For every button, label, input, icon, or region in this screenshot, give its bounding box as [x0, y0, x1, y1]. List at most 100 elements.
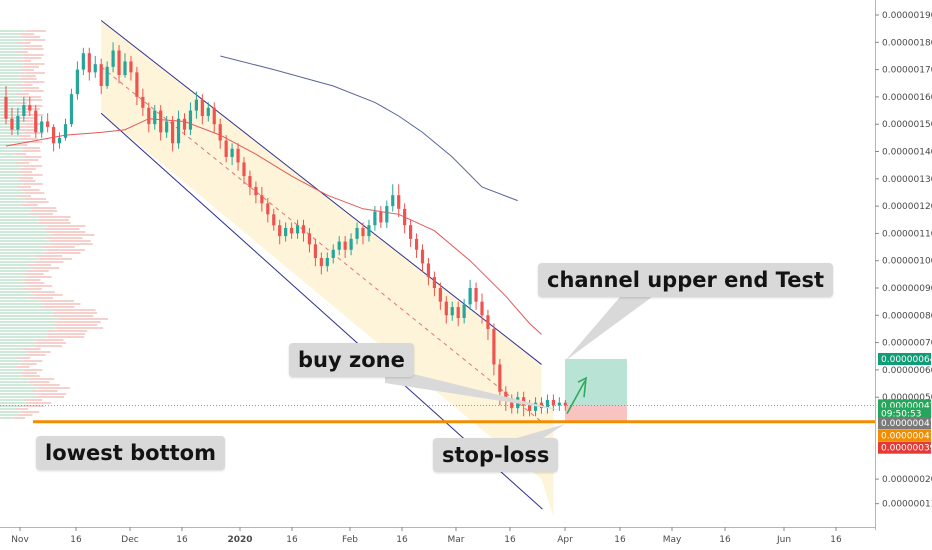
- volume-bar: [36, 393, 67, 395]
- volume-bar: [23, 45, 43, 47]
- volume-bar: [0, 270, 27, 272]
- volume-bar: [38, 222, 71, 224]
- volume-bar: [0, 93, 16, 95]
- price-tick-label: 0.00000160: [882, 93, 932, 103]
- candle-body: [492, 328, 496, 365]
- candle-body: [224, 140, 228, 157]
- candle-body: [81, 53, 85, 70]
- price-tick-label: 0.00000130: [882, 175, 932, 185]
- candle: [165, 116, 169, 138]
- volume-bar: [34, 339, 64, 341]
- candle: [545, 394, 550, 414]
- volume-bar: [0, 60, 17, 62]
- volume-bar: [28, 276, 52, 278]
- volume-bar: [16, 93, 30, 95]
- volume-bar: [0, 162, 16, 164]
- candle: [123, 53, 127, 78]
- volume-bar: [0, 405, 25, 407]
- candle-body: [248, 176, 252, 187]
- candle: [403, 203, 407, 234]
- volume-bar: [14, 153, 26, 155]
- volume-bar: [21, 66, 39, 68]
- candle: [307, 227, 312, 253]
- candle-body: [93, 64, 97, 73]
- volume-bar: [22, 147, 40, 149]
- time-tick-label: 16: [70, 535, 82, 545]
- moving-average-line: [220, 55, 518, 202]
- candle: [313, 238, 317, 267]
- candle-body: [111, 50, 115, 67]
- stop-loss-label: stop-loss: [433, 438, 559, 472]
- volume-bar: [0, 396, 36, 398]
- candle: [206, 102, 210, 122]
- price-badge: 0.00000041: [878, 429, 932, 442]
- candle-body: [426, 263, 431, 278]
- candle-body: [533, 402, 538, 411]
- volume-bar: [0, 294, 35, 296]
- candle-body: [355, 227, 359, 239]
- candle: [379, 206, 383, 228]
- candle: [474, 282, 478, 310]
- volume-bar: [51, 234, 95, 236]
- candle-body: [409, 225, 413, 239]
- candle-body: [272, 214, 276, 226]
- volume-bar: [23, 99, 42, 101]
- position-zones[interactable]: [565, 358, 627, 422]
- volume-bar: [0, 327, 57, 329]
- volume-bar: [35, 396, 64, 398]
- candle: [10, 107, 14, 136]
- candle: [420, 244, 425, 272]
- candle-body: [22, 105, 26, 117]
- volume-bar: [0, 51, 16, 53]
- volume-bar: [0, 351, 28, 353]
- volume-bar: [0, 222, 39, 224]
- volume-bar: [24, 72, 45, 74]
- volume-bar: [0, 105, 24, 107]
- candle: [551, 394, 555, 411]
- volume-bar: [46, 333, 86, 335]
- volume-bar: [0, 360, 24, 362]
- candle: [492, 323, 496, 376]
- volume-bar: [17, 84, 33, 86]
- price-badge: 0.00000047: [878, 417, 932, 430]
- candle: [557, 397, 561, 411]
- volume-bar: [59, 318, 108, 320]
- volume-bar: [0, 387, 39, 389]
- ema-line: [5, 118, 542, 335]
- candle-body: [218, 124, 222, 141]
- candle-body: [135, 72, 139, 97]
- volume-bar: [0, 183, 24, 185]
- candle-body: [194, 99, 198, 111]
- candle-body: [498, 364, 502, 392]
- volume-bar: [20, 372, 37, 374]
- candle-body: [236, 148, 240, 163]
- candle-body: [129, 61, 133, 73]
- price-axis[interactable]: 0.00000190 0.00000180 0.00000170 0.00000160…: [875, 0, 932, 550]
- volume-bar: [0, 171, 18, 173]
- time-axis[interactable]: Nov 16 Dec 16 2020 16 Feb 16 Mar 16 Apr 16 May 16 Jun 1…: [0, 527, 875, 550]
- candle-body: [212, 107, 216, 125]
- candle: [218, 118, 222, 149]
- candle: [141, 88, 145, 117]
- volume-bar: [0, 69, 19, 71]
- price-badge-label: 0.00000039: [881, 444, 932, 454]
- volume-bar: [0, 297, 30, 299]
- time-tick-label: 16: [396, 535, 408, 545]
- candle-body: [171, 121, 175, 144]
- candle-body: [462, 304, 466, 319]
- volume-bar: [31, 390, 58, 392]
- candle: [409, 219, 413, 248]
- volume-bar: [49, 240, 91, 242]
- candle: [444, 296, 448, 324]
- volume-bar: [29, 213, 53, 215]
- time-tick-label: 2020: [227, 535, 252, 545]
- candle: [480, 293, 484, 324]
- candle-body: [105, 66, 109, 86]
- volume-bar: [0, 108, 22, 110]
- price-badge-bg: [878, 407, 931, 420]
- volume-bar: [0, 72, 25, 74]
- candle-body: [123, 61, 127, 76]
- volume-bar: [0, 57, 23, 59]
- candle-body: [438, 288, 442, 302]
